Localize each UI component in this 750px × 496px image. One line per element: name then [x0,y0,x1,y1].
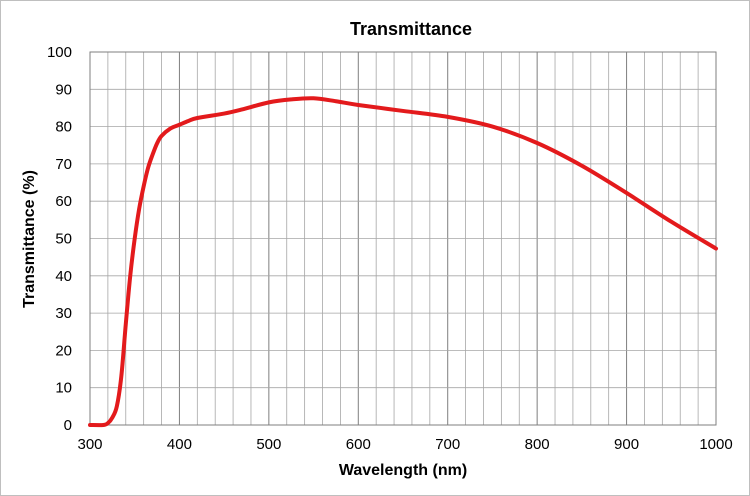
y-tick-label: 10 [55,380,72,397]
transmittance-curve [88,96,718,428]
x-tick-label: 600 [346,436,371,453]
x-tick-label: 700 [435,436,460,453]
x-tick-label: 900 [614,436,639,453]
y-tick-label: 100 [47,44,72,61]
y-tick-label: 30 [55,305,72,322]
chart-title: Transmittance [350,19,472,39]
x-tick-label: 800 [525,436,550,453]
grid [90,52,716,425]
x-axis-label: Wavelength (nm) [339,462,467,479]
y-axis-label: Transmittance (%) [21,170,38,308]
y-tick-label: 80 [55,119,72,136]
y-tick-label: 90 [55,81,72,98]
x-tick-label: 400 [167,436,192,453]
plot-area [89,51,717,426]
series-group [88,96,718,428]
x-tick-label: 1000 [699,436,732,453]
x-tick-label: 300 [77,436,102,453]
y-axis-ticks: 0 10 20 30 40 50 60 70 80 90 100 [47,44,72,434]
y-tick-label: 20 [55,342,72,359]
y-tick-label: 70 [55,156,72,173]
x-axis-ticks: 300 400 500 600 700 800 900 1000 [77,436,732,453]
y-tick-label: 60 [55,193,72,210]
y-tick-label: 50 [55,231,72,248]
x-tick-label: 500 [256,436,281,453]
y-tick-label: 40 [55,268,72,285]
y-tick-label: 0 [64,417,72,434]
